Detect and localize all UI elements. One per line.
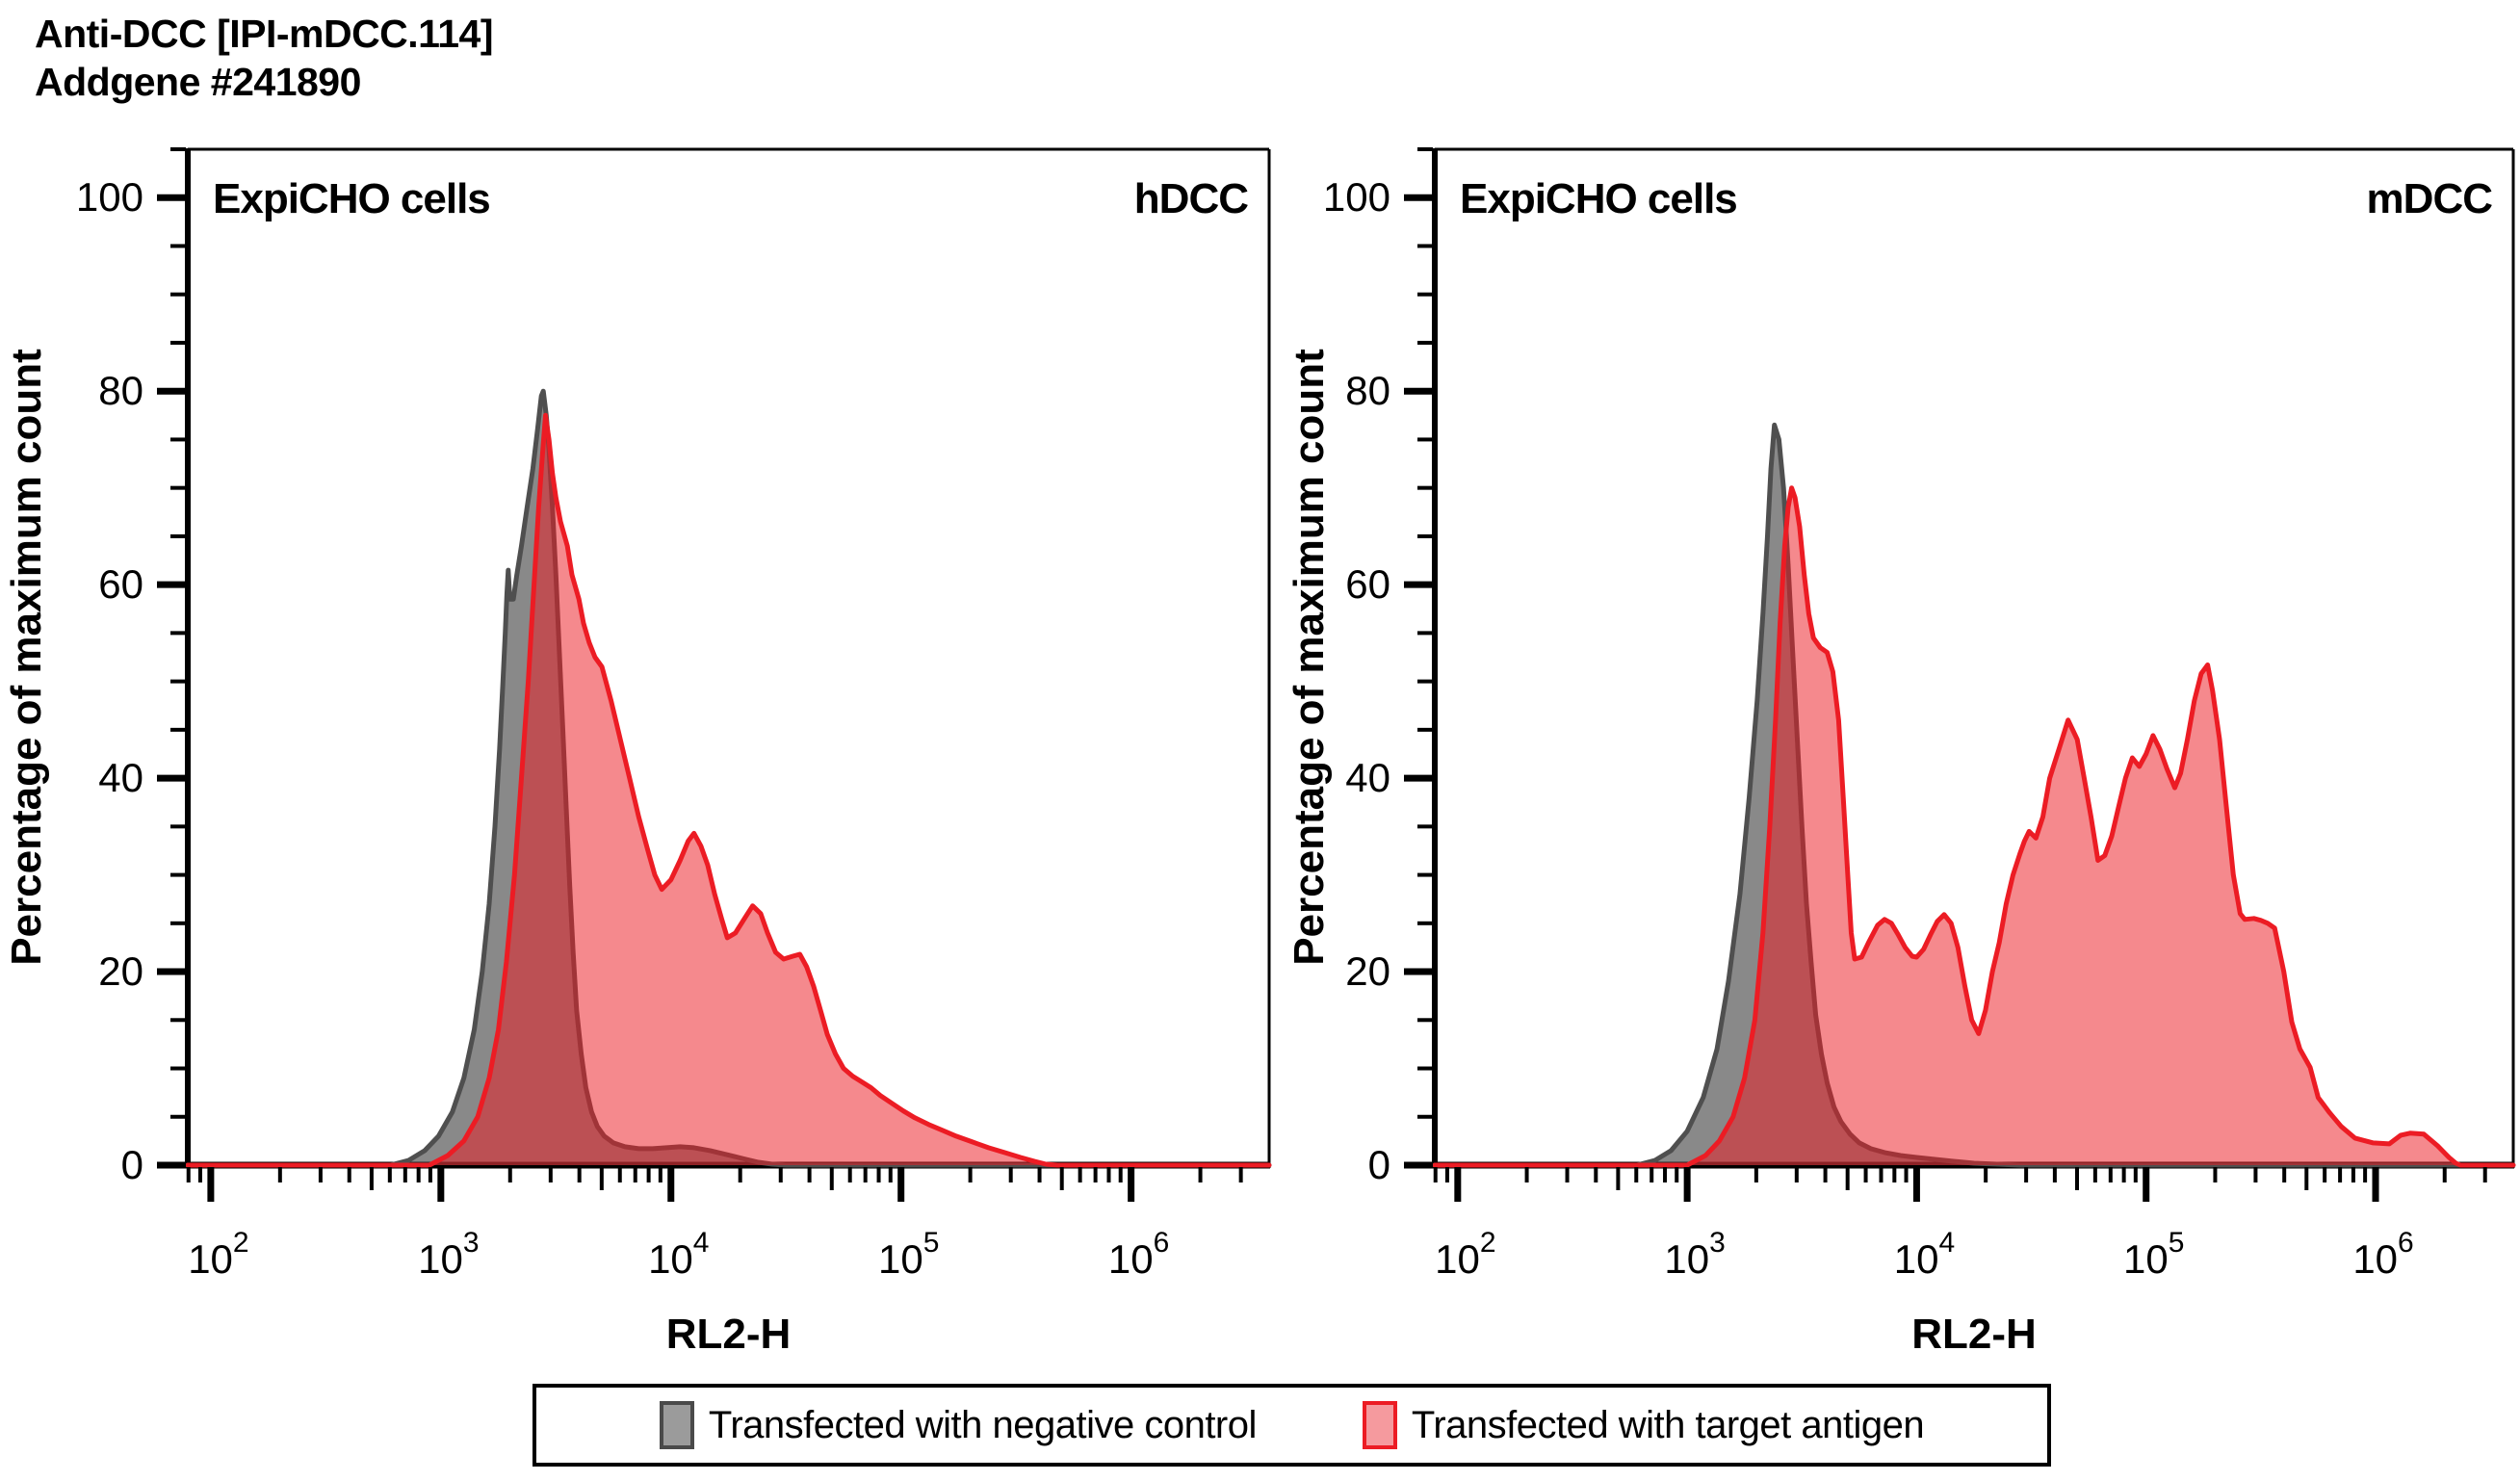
y-axis-tick-label: 0 (121, 1142, 143, 1187)
x-axis-tick-label: 102 (1435, 1227, 1495, 1282)
y-axis-tick-label: 0 (1368, 1142, 1390, 1187)
x-axis-tick-label: 103 (418, 1227, 479, 1282)
y-axis-tick-label: 60 (1345, 561, 1390, 607)
x-axis-tick-label: 106 (1108, 1227, 1169, 1282)
x-axis-tick-label: 104 (1894, 1227, 1955, 1282)
x-axis-tick-label: 105 (2123, 1227, 2184, 1282)
figure-title-line1: Anti-DCC [IPI-mDCC.114] (35, 12, 493, 56)
series-area-target-antigen (185, 412, 1272, 1168)
y-axis-tick-label: 40 (98, 755, 143, 800)
legend-entry-target-antigen: Transfected with target antigen (1362, 1401, 1925, 1449)
figure-title: Anti-DCC [IPI-mDCC.114] Addgene #241890 (35, 10, 493, 106)
legend-label-negative-control: Transfected with negative control (708, 1403, 1258, 1446)
y-axis-tick-label: 100 (1323, 174, 1390, 220)
figure-title-line2: Addgene #241890 (35, 60, 361, 105)
legend-swatch-target-antigen (1362, 1401, 1397, 1449)
y-axis-tick-label: 40 (1345, 755, 1390, 800)
legend-entry-negative-control: Transfected with negative control (659, 1401, 1258, 1449)
y-axis-tick-label: 80 (1345, 368, 1390, 413)
y-axis-tick-label: 20 (98, 948, 143, 994)
y-axis-title: Percentage of maximum count (1286, 349, 1333, 966)
series-area-target-antigen (1432, 485, 2516, 1168)
y-axis-tick-label: 20 (1345, 948, 1390, 994)
y-axis-tick-label: 80 (98, 368, 143, 413)
y-axis-title: Percentage of maximum count (3, 349, 50, 966)
y-axis-tick-label: 60 (98, 561, 143, 607)
panel-label-cell-line: ExpiCHO cells (1460, 175, 1737, 222)
x-axis-title: RL2-H (666, 1311, 792, 1358)
panel-label-cell-line: ExpiCHO cells (213, 175, 490, 222)
legend-swatch-negative-control (659, 1401, 694, 1449)
x-axis-tick-label: 104 (648, 1227, 709, 1282)
histogram-panel-hdcc: 102 103 104 105 106 0 20 40 60 80 100 ExpiCHO cells… (3, 147, 1272, 1358)
panel-label-antigen: mDCC (2367, 175, 2493, 222)
histogram-panel-mdcc: 102 103 104 105 106 0 20 40 60 80 100 ExpiCHO cells… (1286, 147, 2516, 1358)
x-axis-tick-label: 102 (188, 1227, 248, 1282)
legend: Transfected with negative control Transf… (533, 1384, 2051, 1467)
x-axis-tick-label: 103 (1664, 1227, 1725, 1282)
x-axis-title: RL2-H (1911, 1311, 2037, 1358)
panel-label-antigen: hDCC (1134, 175, 1248, 222)
y-axis-tick-label: 100 (76, 174, 143, 220)
x-axis-tick-label: 106 (2352, 1227, 2413, 1282)
legend-label-target-antigen: Transfected with target antigen (1411, 1403, 1925, 1446)
x-axis-tick-label: 105 (878, 1227, 939, 1282)
